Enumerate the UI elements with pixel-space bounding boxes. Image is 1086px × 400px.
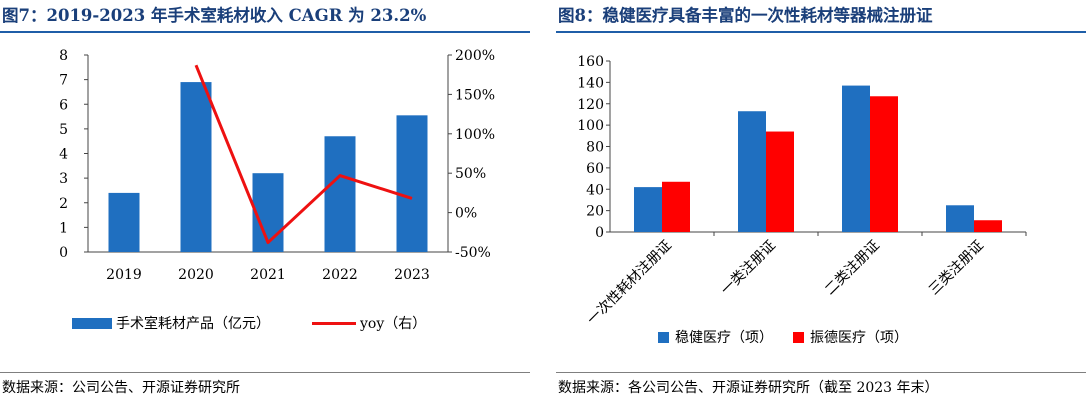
right-y-tick-label: 50% <box>455 166 486 182</box>
legend-zhende-label: 振德医疗（项） <box>810 330 908 346</box>
left-y-tick-label: 0 <box>59 245 68 261</box>
legend-bar-label: 手术室耗材产品（亿元） <box>116 316 270 332</box>
legend-wenjian-swatch <box>658 331 669 343</box>
legend-line-label: yoy（右） <box>360 316 427 332</box>
y-tick-label: 20 <box>586 204 604 220</box>
bar <box>108 192 140 252</box>
figure-8-panel: 图8：稳健医疗具备丰富的一次性耗材等器械注册证 0 20 40 60 80 100 120 1… <box>556 0 1086 400</box>
bar <box>946 205 974 232</box>
right-y-tick-label: 0% <box>455 206 477 222</box>
figure-7-source: 数据来源：公司公告、开源证券研究所 <box>2 380 240 396</box>
figure-7-title: 图7：2019-2023 年手术室耗材收入 CAGR 为 23.2% <box>2 6 427 25</box>
right-y-tick-label: 150% <box>455 87 495 103</box>
bar <box>396 115 428 252</box>
figure-7-title-rule <box>0 31 530 33</box>
y-tick-label: 0 <box>595 225 604 241</box>
y-tick-label: 140 <box>577 75 604 91</box>
x-tick-label: 一类注册证 <box>718 238 779 299</box>
x-tick-label: 一次性耗材注册证 <box>584 238 675 329</box>
figure-7-panel: 图7：2019-2023 年手术室耗材收入 CAGR 为 23.2% 0 1 2 3 4… <box>0 0 530 400</box>
legend-item-wenjian: 稳健医疗（项） <box>658 327 773 347</box>
bar <box>180 82 212 253</box>
right-y-tick-label: -50% <box>455 245 491 261</box>
legend-item-zhende: 振德医疗（项） <box>793 327 908 347</box>
y-tick-label: 40 <box>586 182 604 198</box>
x-tick-label: 二类注册证 <box>822 238 883 299</box>
figure-7-source-rule <box>0 372 530 373</box>
left-y-tick-label: 1 <box>59 220 68 236</box>
bar <box>870 96 898 232</box>
x-tick-label: 2019 <box>106 267 142 283</box>
legend-zhende-swatch <box>793 331 804 343</box>
bar <box>842 85 870 232</box>
x-tick-label: 2021 <box>250 267 286 283</box>
y-tick-label: 160 <box>577 54 604 70</box>
x-tick-label: 2022 <box>322 267 358 283</box>
right-y-tick-label: 200% <box>455 48 495 64</box>
left-y-tick-label: 8 <box>59 48 68 64</box>
left-y-tick-label: 6 <box>59 97 68 113</box>
legend-item-line: yoy（右） <box>312 313 426 333</box>
figure-8-source: 数据来源：各公司公告、开源证券研究所（截至 2023 年末） <box>558 380 939 396</box>
x-tick-label: 2023 <box>394 267 430 283</box>
left-y-tick-label: 5 <box>59 122 68 138</box>
figure-8-source-rule <box>556 372 1086 373</box>
left-y-tick-label: 7 <box>59 73 68 89</box>
bar <box>974 220 1002 232</box>
figure-7-legend: 手术室耗材产品（亿元） yoy（右） <box>72 313 426 333</box>
bar <box>662 181 690 232</box>
y-tick-label: 60 <box>586 161 604 177</box>
yoy-line <box>194 64 413 245</box>
y-tick-label: 120 <box>577 97 604 113</box>
figure-7-chart: 0 1 2 3 4 5 6 7 8 -50% 0% 50% 100% 150% 200% 2019 2020 20… <box>59 48 495 283</box>
figure-8-title: 图8：稳健医疗具备丰富的一次性耗材等器械注册证 <box>558 6 933 25</box>
figure-8-chart: 0 20 40 60 80 100 120 140 160 一次性耗材注册证 一类注册证 二类注册证三… <box>577 54 1027 329</box>
x-tick-label: 三类注册证 <box>926 238 987 299</box>
bar <box>738 111 766 232</box>
y-tick-label: 80 <box>586 140 604 156</box>
y-tick-label: 100 <box>577 118 604 134</box>
legend-line-swatch <box>312 321 356 325</box>
figure-8-title-rule <box>556 31 1086 33</box>
legend-wenjian-label: 稳健医疗（项） <box>675 330 773 346</box>
bar <box>634 187 662 232</box>
legend-bar-swatch <box>72 317 112 329</box>
legend-item-bar: 手术室耗材产品（亿元） <box>72 313 270 333</box>
left-y-tick-label: 2 <box>59 196 68 212</box>
left-y-tick-label: 3 <box>59 171 68 187</box>
figure-8-legend: 稳健医疗（项） 振德医疗（项） <box>658 327 908 347</box>
right-y-tick-label: 100% <box>455 127 495 143</box>
bar <box>324 136 356 252</box>
bar <box>766 131 794 232</box>
left-y-tick-label: 4 <box>59 147 68 163</box>
x-tick-label: 2020 <box>178 267 214 283</box>
